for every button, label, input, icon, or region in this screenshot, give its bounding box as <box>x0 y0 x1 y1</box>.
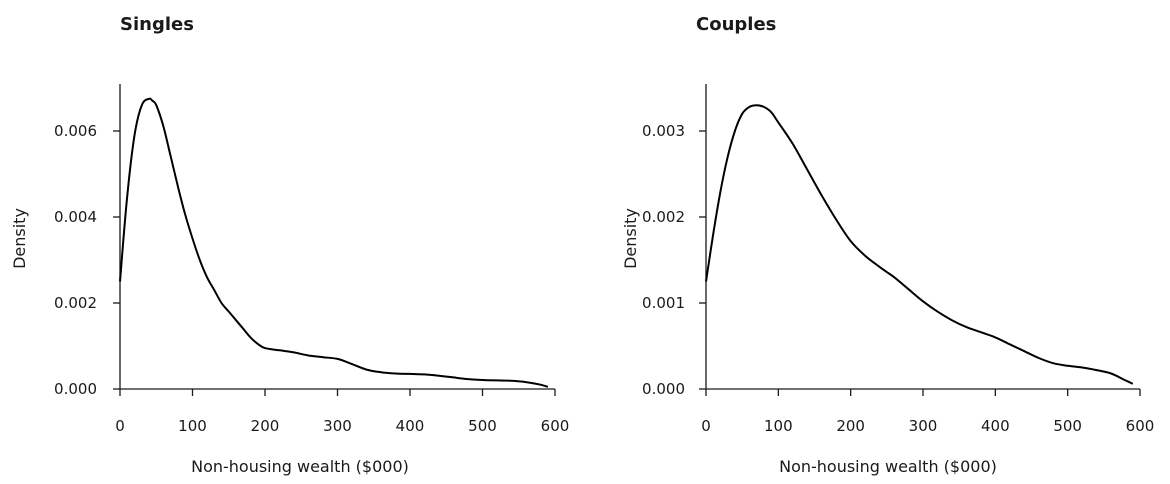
singles-y-tick-label: 0.000 <box>54 380 97 398</box>
couples-x-tick-label: 600 <box>1126 417 1155 435</box>
singles-x-tick-label: 500 <box>468 417 497 435</box>
couples-chart-title: Couples <box>696 14 777 35</box>
couples-density-line <box>705 104 1134 385</box>
singles-plot: 0 100 200 300 400 500 600 0.000 0.002 0.004 0.006 N… <box>10 84 570 476</box>
couples-y-tick-label: 0.002 <box>642 208 685 226</box>
couples-x-tick-label: 300 <box>909 417 938 435</box>
couples-x-axis-label: Non-housing wealth ($000) <box>779 457 997 476</box>
couples-x-tick-label: 400 <box>981 417 1010 435</box>
couples-y-axis-label: Density <box>621 208 640 269</box>
singles-x-tick-label: 0 <box>115 417 125 435</box>
couples-x-tick-label: 100 <box>764 417 793 435</box>
singles-y-axis-label: Density <box>10 208 29 269</box>
couples-panel: Couples 0 100 200 300 400 500 600 0.000 0.001 0.0… <box>585 0 1170 484</box>
singles-x-axis-label: Non-housing wealth ($000) <box>191 457 409 476</box>
singles-x-tick-label: 100 <box>178 417 207 435</box>
singles-x-tick-label: 600 <box>541 417 570 435</box>
couples-x-tick-label: 0 <box>701 417 711 435</box>
couples-x-tick-label: 200 <box>836 417 865 435</box>
singles-chart-title: Singles <box>120 14 194 35</box>
singles-x-tick-label: 300 <box>323 417 352 435</box>
singles-y-tick-label: 0.004 <box>54 208 97 226</box>
couples-x-tick-label: 500 <box>1053 417 1082 435</box>
singles-density-line <box>119 97 549 388</box>
couples-y-tick-label: 0.000 <box>642 380 685 398</box>
singles-panel: Singles 0 100 200 300 400 500 600 0.000 0.002 0.0… <box>10 14 570 476</box>
couples-y-tick-label: 0.003 <box>642 122 685 140</box>
singles-x-tick-label: 400 <box>396 417 425 435</box>
singles-y-tick-label: 0.006 <box>54 122 97 140</box>
singles-x-tick-label: 200 <box>251 417 280 435</box>
couples-plot: 0 100 200 300 400 500 600 0.000 0.001 0.002 0.003 N… <box>621 84 1155 476</box>
singles-y-tick-label: 0.002 <box>54 294 97 312</box>
couples-y-tick-label: 0.001 <box>642 294 685 312</box>
